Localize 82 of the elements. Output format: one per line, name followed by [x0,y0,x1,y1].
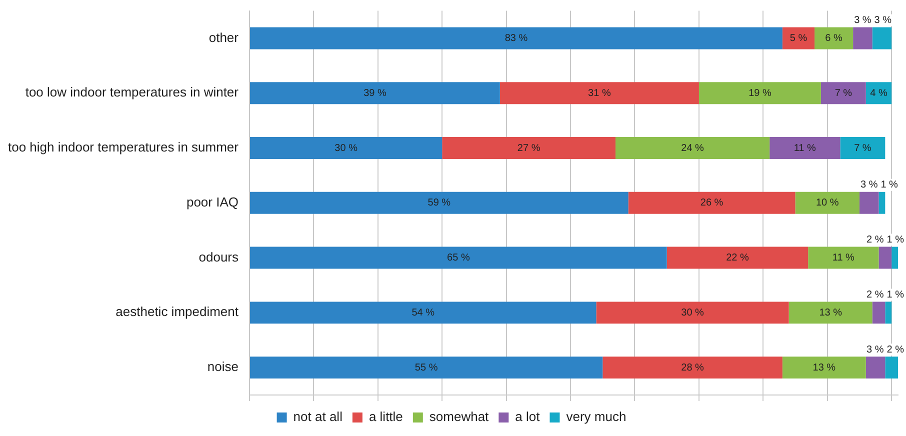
data-label: 30 % [334,142,358,154]
legend-label: a lot [515,409,540,424]
data-label: 31 % [588,88,611,99]
data-label: 3 % [874,15,892,26]
data-label: 1 % [886,289,904,300]
data-label: 4 % [870,88,888,99]
data-label: 5 % [790,32,808,44]
bar [885,356,898,379]
y-tick-label: aesthetic impediment [116,304,239,320]
bar [250,192,628,214]
data-label: 1 % [886,234,904,246]
bar [250,356,603,379]
bar [808,246,879,269]
legend-label: very much [566,409,626,424]
bar [698,82,821,104]
data-label: 22 % [726,252,749,264]
bar [788,302,872,324]
bar [602,356,782,379]
bar [820,82,866,104]
legend-label: a little [368,409,403,424]
bar [853,27,872,50]
data-label: 7 % [834,88,852,99]
data-label: 26 % [700,198,724,209]
data-label: 54 % [412,307,435,318]
bar [859,192,879,214]
bar [666,246,808,269]
legend-label: not at all [293,409,343,424]
data-label: 39 % [364,88,386,99]
bar [770,137,840,159]
data-label: 11 % [832,252,855,264]
data-label: 27 % [517,142,540,154]
y-tick-label: too high indoor temperatures in summer [8,140,240,155]
data-label: 24 % [681,142,704,154]
data-label: 13 % [819,307,842,318]
data-label: 83 % [504,32,528,44]
data-label: 13 % [812,362,836,374]
data-label: 3 % [866,344,884,356]
bar [250,27,782,50]
bar [250,137,442,159]
data-label: 6 % [825,32,843,44]
bar [782,356,866,379]
bar [782,27,815,50]
data-label: 55 % [414,362,438,374]
bar [840,137,886,159]
bar [250,302,596,324]
data-label: 1 % [880,180,898,191]
y-tick-label: too low indoor temperatures in winter [25,84,240,100]
bar [442,137,616,159]
data-label: 7 % [854,142,872,154]
bar [866,82,892,104]
bar [885,302,892,324]
y-tick-label: poor IAQ [186,194,238,210]
y-tick-label: odours [198,249,239,264]
bar [878,246,892,269]
data-label: 2 % [866,234,884,246]
data-label: 30 % [681,307,704,318]
data-label: 2 % [886,344,904,356]
bar [596,302,789,324]
data-label: 65 % [447,252,470,264]
bar [500,82,699,104]
bar [615,137,770,159]
bar [892,246,898,269]
bar [250,246,667,269]
data-label: 3 % [860,180,878,191]
data-label: 19 % [748,88,772,99]
bar [872,302,886,324]
data-label: 10 % [816,198,839,209]
data-label: 28 % [681,362,704,374]
bar [866,356,886,379]
bar [628,192,796,214]
y-tick-label: other [208,30,240,45]
bar [250,82,500,104]
data-label: 11 % [794,142,816,154]
data-label: 59 % [428,198,451,209]
data-label: 3 % [854,15,872,26]
y-tick-label: noise [207,359,238,374]
data-label: 2 % [866,289,884,300]
bar [814,27,854,50]
bar [878,192,886,214]
legend-label: somewhat [429,409,490,424]
bar [872,27,892,50]
bar [795,192,860,214]
